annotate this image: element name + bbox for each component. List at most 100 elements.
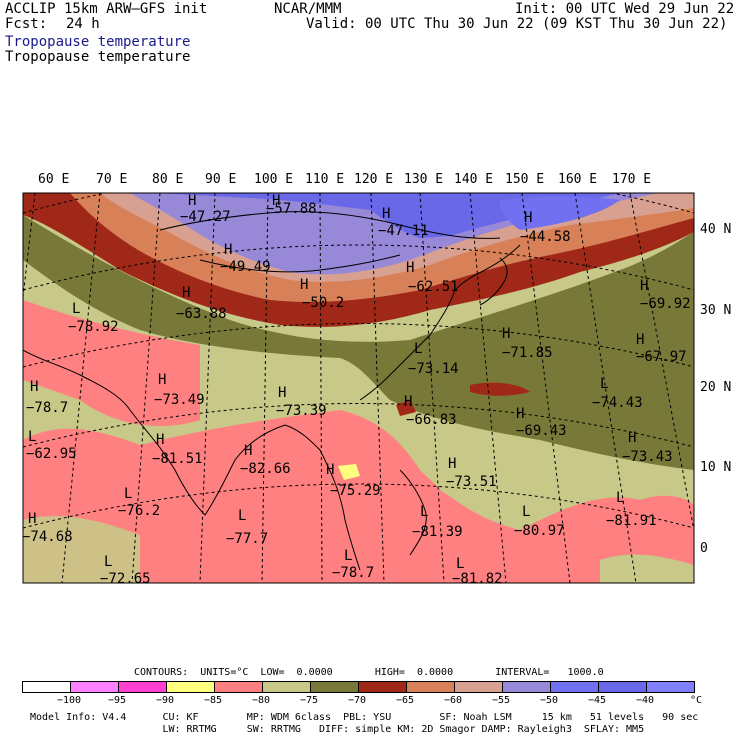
- extremum-value: −62.51: [408, 279, 459, 295]
- lat-label: 40 N: [700, 222, 732, 237]
- coast-japan: [479, 257, 508, 306]
- coast-south-asia: [23, 349, 286, 516]
- extremum-type: H: [244, 443, 252, 459]
- extremum-value: −73.49: [154, 392, 205, 408]
- extremum-value: −69.43: [516, 423, 567, 439]
- extremum-type: L: [456, 556, 464, 572]
- extremum-type: H: [326, 462, 334, 478]
- lon-line: [469, 193, 507, 583]
- forecast-label: Fcst:: [5, 16, 48, 32]
- field-patch-olive-se: [600, 554, 694, 583]
- field-patch-olive-center: [440, 468, 510, 502]
- lon-line: [370, 193, 385, 583]
- lon-label: 140 E: [454, 172, 494, 187]
- field-band-dark-olive: [23, 215, 694, 470]
- extremum-type: H: [182, 285, 190, 301]
- extremum-value: −74.43: [592, 395, 643, 411]
- extremum-type: H: [502, 326, 510, 342]
- extremum-value: −78.92: [68, 319, 119, 335]
- extremum-value: −62.95: [26, 446, 77, 462]
- extremum-type: H: [406, 260, 414, 276]
- extremum-type: H: [30, 379, 38, 395]
- colorbar-label: −50: [540, 695, 559, 706]
- field-title-blue: Tropopause temperature: [5, 34, 191, 50]
- extremum-value: −67.97: [636, 349, 687, 365]
- extremum-value: −80.97: [514, 523, 565, 539]
- center-name: NCAR/MMM: [274, 1, 342, 17]
- extremum-value: −57.88: [266, 201, 317, 217]
- color-bin: [70, 681, 119, 693]
- colorbar-label: −60: [444, 695, 463, 706]
- lat-line-equator: [23, 483, 694, 529]
- lon-label: 160 E: [558, 172, 598, 187]
- lon-label: 170 E: [612, 172, 652, 187]
- extremum-type: H: [524, 210, 532, 226]
- color-bin: [310, 681, 359, 693]
- extremum-value: −73.39: [276, 403, 327, 419]
- extremum-type: H: [188, 193, 196, 209]
- extremum-value: −63.88: [176, 306, 227, 322]
- lat-label: 30 N: [700, 303, 732, 318]
- lon-label: 60 E: [38, 172, 70, 187]
- graticule: [23, 193, 694, 583]
- field-band-blue-east: [500, 196, 620, 230]
- field-patch-red-1: [470, 382, 530, 396]
- extremum-value: −47.11: [378, 223, 429, 239]
- map-frame: [22, 192, 695, 584]
- lon-label: 110 E: [305, 172, 345, 187]
- extremum-type: H: [404, 394, 412, 410]
- extremum-type: H: [272, 193, 280, 209]
- lat-line-30n: [23, 244, 694, 291]
- colorbar-label: −65: [396, 695, 415, 706]
- extremum-value: −47.27: [180, 209, 231, 225]
- extremum-type: L: [28, 429, 36, 445]
- lat-line-10n: [23, 403, 694, 448]
- extremum-type: H: [158, 372, 166, 388]
- extremum-type: H: [382, 206, 390, 222]
- colorbar-label: −90: [156, 695, 175, 706]
- extremum-value: −81.82: [452, 571, 503, 587]
- coastlines: [23, 211, 521, 571]
- color-bin: [502, 681, 551, 693]
- field-title: Tropopause temperature: [5, 49, 191, 65]
- extremum-value: −75.29: [330, 483, 381, 499]
- colorbar-label: −40: [636, 695, 655, 706]
- extremum-type: H: [636, 332, 644, 348]
- extremum-type: H: [628, 430, 636, 446]
- coast-china-east: [359, 289, 456, 401]
- extremum-type: H: [224, 242, 232, 258]
- model-info-line1: Model Info: V4.4 CU: KF MP: WDM 6class P…: [30, 712, 699, 723]
- colorbar-label: −95: [108, 695, 127, 706]
- extremum-value: −78.7: [332, 565, 374, 581]
- colorbar-label: −70: [348, 695, 367, 706]
- color-bin: [166, 681, 215, 693]
- field-band-pink-south: [23, 410, 694, 583]
- field-patch-red-2: [396, 400, 416, 416]
- extremum-value: −73.51: [446, 474, 497, 490]
- color-bin: [646, 681, 695, 693]
- extremum-value: −73.43: [622, 449, 673, 465]
- lon-label: 90 E: [205, 172, 237, 187]
- extremum-value: −81.91: [606, 513, 657, 529]
- lon-label: 80 E: [152, 172, 184, 187]
- extremum-type: L: [414, 341, 422, 357]
- field-patch-yellow: [338, 464, 360, 480]
- extremum-type: L: [72, 301, 80, 317]
- extremum-value: −73.14: [408, 361, 459, 377]
- extremum-type: H: [300, 277, 308, 293]
- extremum-type: L: [600, 376, 608, 392]
- color-bin: [406, 681, 455, 693]
- colorbar-label: −55: [492, 695, 511, 706]
- color-bin: [262, 681, 311, 693]
- contours-info: CONTOURS: UNITS=°C LOW= 0.0000 HIGH= 0.0…: [134, 667, 604, 678]
- color-bin: [358, 681, 407, 693]
- lat-line-20n: [23, 323, 694, 368]
- color-bin: [454, 681, 503, 693]
- border-north: [159, 211, 501, 239]
- lon-line: [261, 193, 269, 583]
- extremum-value: −50.2: [302, 295, 344, 311]
- extremum-value: −76.2: [118, 503, 160, 519]
- extremum-type: L: [238, 508, 246, 524]
- extremum-value: −82.66: [240, 461, 291, 477]
